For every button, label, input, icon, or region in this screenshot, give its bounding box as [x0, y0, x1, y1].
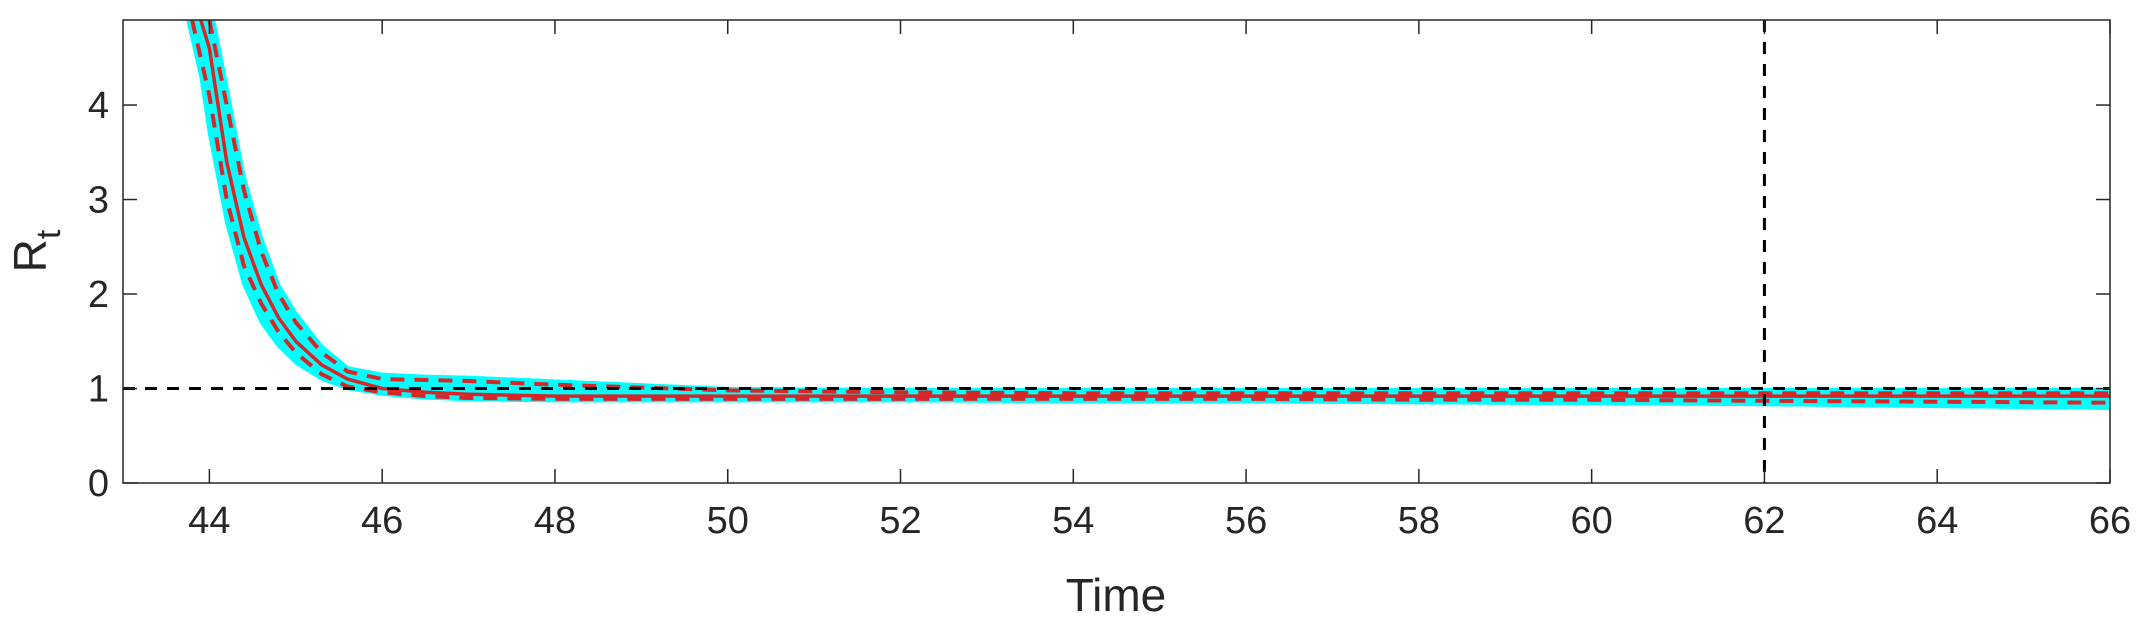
y-tick-label: 4 — [88, 85, 109, 127]
x-tick-label: 56 — [1225, 500, 1267, 542]
x-tick-label: 64 — [1916, 500, 1958, 542]
x-axis-ticks: 44 46 48 50 52 54 56 58 60 62 64 66 — [188, 20, 2131, 542]
y-tick-label: 1 — [88, 369, 109, 411]
axes-box — [122, 19, 2111, 484]
x-tick-label: 52 — [879, 500, 921, 542]
y-axis-ticks: 0 1 2 3 4 — [88, 85, 2110, 505]
x-tick-label: 66 — [2089, 500, 2131, 542]
y-tick-label: 2 — [88, 274, 109, 316]
x-tick-label: 48 — [534, 500, 576, 542]
sample-envelope-layer — [186, 20, 2110, 410]
mean-line — [199, 20, 2110, 398]
x-tick-label: 50 — [707, 500, 749, 542]
x-axis-title: Time — [1066, 569, 1167, 621]
sample-envelope-lower-edge — [186, 20, 2110, 410]
y-axis-title-main: R — [4, 239, 56, 272]
lower-bound-line — [190, 20, 2110, 405]
sample-envelope-upper-edge — [212, 20, 2110, 391]
x-tick-label: 60 — [1571, 500, 1613, 542]
x-tick-label: 44 — [188, 500, 230, 542]
x-tick-label: 58 — [1398, 500, 1440, 542]
y-tick-label: 0 — [88, 463, 109, 505]
y-axis-title-subscript: t — [30, 229, 68, 239]
upper-bound-line — [207, 20, 2110, 396]
y-tick-label: 3 — [88, 180, 109, 222]
x-tick-label: 46 — [361, 500, 403, 542]
y-axis-title: Rt — [4, 229, 68, 272]
x-tick-label: 54 — [1052, 500, 1094, 542]
plot-area — [123, 20, 2110, 483]
sample-envelope-band — [186, 20, 2110, 410]
series-layer — [190, 20, 2110, 405]
x-tick-label: 62 — [1743, 500, 1785, 542]
reference-line-layer — [123, 20, 2110, 483]
